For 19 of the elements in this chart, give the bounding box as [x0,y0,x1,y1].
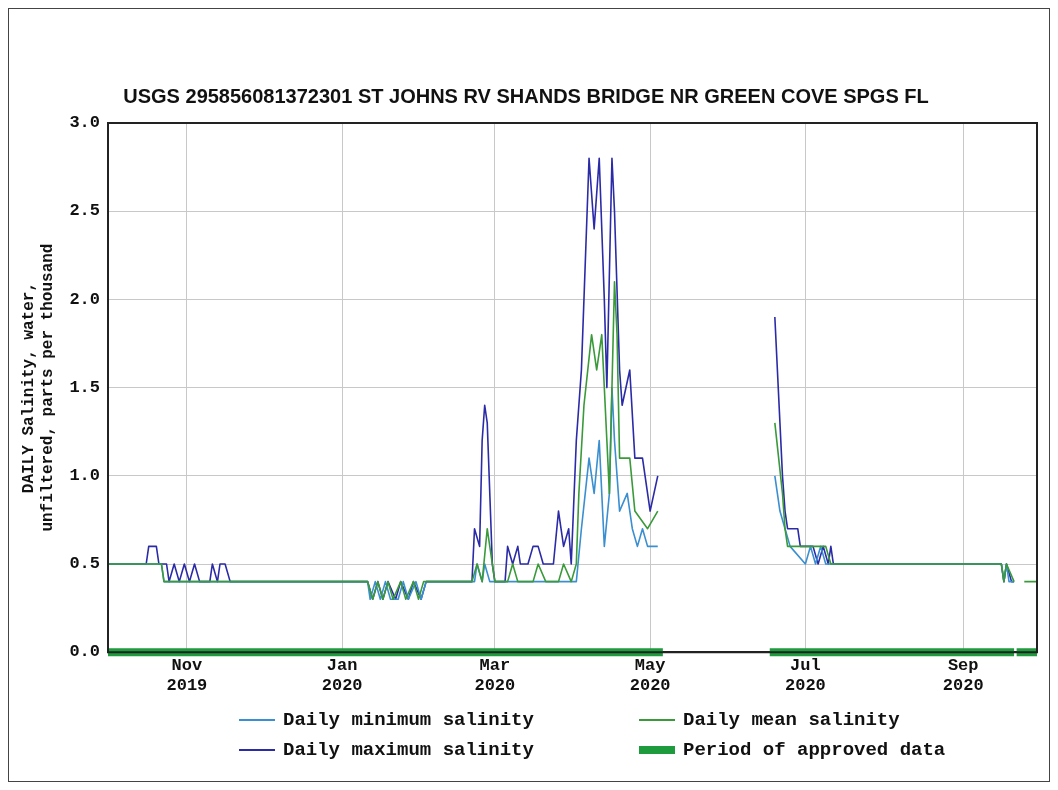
x-tick-label: Jan 2020 [321,655,363,696]
legend-label: Daily mean salinity [683,709,900,731]
y-tick-label: 3.0 [69,113,100,133]
legend-label: Daily maximum salinity [283,739,534,761]
x-tick-label: Nov 2019 [166,655,208,696]
y-tick-label: 0.0 [69,642,100,662]
x-tick-label: Mar 2020 [474,655,516,696]
x-tick-label: Jul 2020 [784,655,826,696]
y-tick-label: 2.5 [69,201,100,221]
y-tick-label: 2.0 [69,289,100,309]
y-tick-label: 1.0 [69,466,100,486]
x-tick-label: May 2020 [629,655,671,696]
y-axis-title: DAILY Salinity, water, unfiltered, parts per thousand [19,243,57,532]
chart-title: USGS 295856081372301 ST JOHNS RV SHANDS BRIDGE NR GREEN COVE SPGS FL [123,84,929,107]
y-tick-label: 0.5 [69,554,100,574]
legend-label: Daily minimum salinity [283,709,534,731]
legend-label: Period of approved data [683,739,946,761]
x-tick-label: Sep 2020 [942,655,984,696]
y-tick-label: 1.5 [69,377,100,397]
